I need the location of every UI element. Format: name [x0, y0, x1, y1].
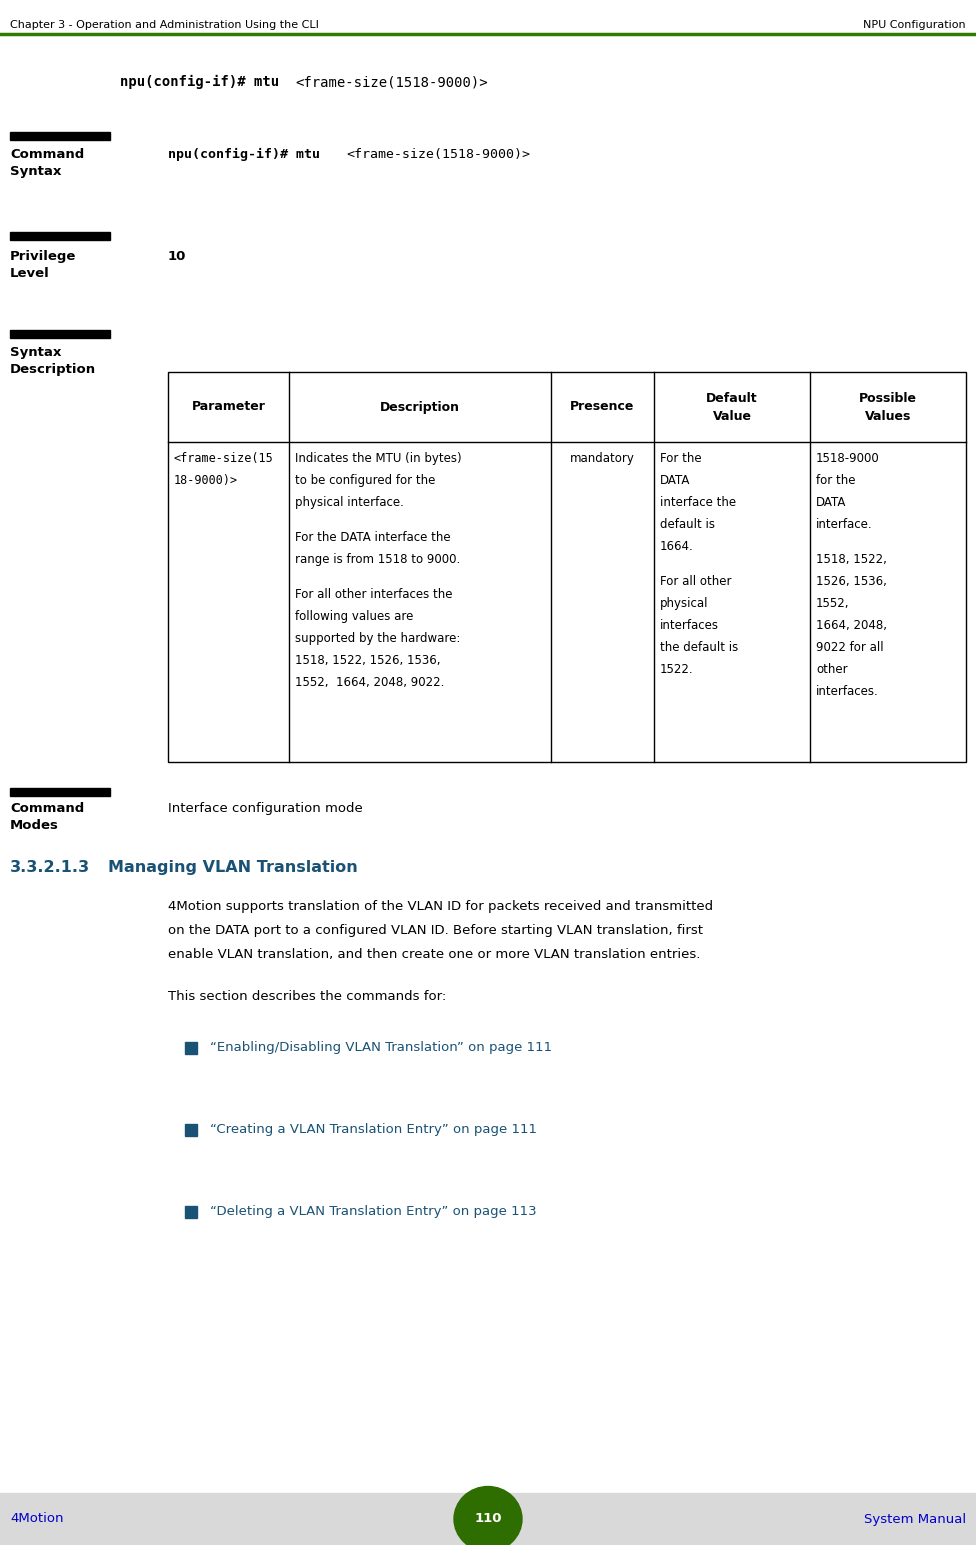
Text: <frame-size(1518-9000)>: <frame-size(1518-9000)> [346, 148, 530, 161]
Bar [185, 1207, 197, 1217]
Text: physical interface.: physical interface. [295, 496, 404, 508]
Text: DATA: DATA [660, 474, 690, 487]
Text: For the DATA interface the: For the DATA interface the [295, 531, 451, 544]
Text: 9022 for all: 9022 for all [816, 641, 883, 654]
Bar [185, 1041, 197, 1054]
Text: Parameter: Parameter [191, 400, 265, 414]
Text: 1552,  1664, 2048, 9022.: 1552, 1664, 2048, 9022. [295, 677, 444, 689]
Text: DATA: DATA [816, 496, 846, 508]
Text: This section describes the commands for:: This section describes the commands for: [168, 990, 446, 1003]
Text: physical: physical [660, 598, 709, 610]
Text: System Manual: System Manual [864, 1513, 966, 1525]
Text: supported by the hardware:: supported by the hardware: [295, 632, 461, 646]
Text: “Deleting a VLAN Translation Entry” on page 113: “Deleting a VLAN Translation Entry” on p… [210, 1205, 537, 1219]
Text: “Enabling/Disabling VLAN Translation” on page 111: “Enabling/Disabling VLAN Translation” on… [210, 1041, 552, 1055]
Text: 18-9000)>: 18-9000)> [174, 474, 238, 487]
Text: Privilege
Level: Privilege Level [10, 250, 76, 280]
Text: enable VLAN translation, and then create one or more VLAN translation entries.: enable VLAN translation, and then create… [168, 949, 701, 961]
Text: mandatory: mandatory [570, 453, 635, 465]
Text: npu(config-if)# mtu: npu(config-if)# mtu [120, 76, 288, 90]
Text: 1518-9000: 1518-9000 [816, 453, 879, 465]
Text: For the: For the [660, 453, 702, 465]
Text: range is from 1518 to 9000.: range is from 1518 to 9000. [295, 553, 461, 565]
Text: to be configured for the: to be configured for the [295, 474, 435, 487]
Text: other: other [816, 663, 847, 677]
Text: 4Motion: 4Motion [10, 1513, 63, 1525]
Text: 1552,: 1552, [816, 598, 849, 610]
Text: interfaces: interfaces [660, 620, 719, 632]
Text: <frame-size(1518-9000)>: <frame-size(1518-9000)> [295, 76, 488, 90]
Text: 3.3.2.1.3: 3.3.2.1.3 [10, 861, 90, 874]
Text: NPU Configuration: NPU Configuration [864, 20, 966, 29]
Text: following values are: following values are [295, 610, 414, 623]
Text: default is: default is [660, 518, 715, 531]
Text: Command
Modes: Command Modes [10, 802, 84, 833]
Bar [10, 131, 110, 141]
Text: 1522.: 1522. [660, 663, 694, 677]
Text: 1664.: 1664. [660, 541, 694, 553]
Text: Default
Value: Default Value [707, 391, 757, 422]
Text: Presence: Presence [570, 400, 634, 414]
Text: For all other: For all other [660, 575, 731, 589]
Text: on the DATA port to a configured VLAN ID. Before starting VLAN translation, firs: on the DATA port to a configured VLAN ID… [168, 924, 703, 936]
Bar [10, 232, 110, 239]
Ellipse shape [454, 1486, 522, 1545]
Text: interface.: interface. [816, 518, 873, 531]
Text: npu(config-if)# mtu: npu(config-if)# mtu [168, 148, 328, 161]
Text: 110: 110 [474, 1513, 502, 1525]
Text: Indicates the MTU (in bytes): Indicates the MTU (in bytes) [295, 453, 462, 465]
Text: interface the: interface the [660, 496, 736, 508]
Text: Possible
Values: Possible Values [859, 391, 917, 422]
Bar [10, 788, 110, 796]
Text: Description: Description [380, 400, 460, 414]
Text: Chapter 3 - Operation and Administration Using the CLI: Chapter 3 - Operation and Administration… [10, 20, 319, 29]
Text: 1518, 1522, 1526, 1536,: 1518, 1522, 1526, 1536, [295, 655, 440, 667]
Text: 10: 10 [168, 250, 186, 263]
Bar [0, 1492, 976, 1545]
Text: <frame-size(15: <frame-size(15 [174, 453, 273, 465]
Text: 1664, 2048,: 1664, 2048, [816, 620, 887, 632]
Text: Managing VLAN Translation: Managing VLAN Translation [108, 861, 358, 874]
Text: interfaces.: interfaces. [816, 684, 878, 698]
Text: 4Motion supports translation of the VLAN ID for packets received and transmitted: 4Motion supports translation of the VLAN… [168, 901, 713, 913]
Bar [168, 372, 966, 762]
Text: “Creating a VLAN Translation Entry” on page 111: “Creating a VLAN Translation Entry” on p… [210, 1123, 537, 1137]
Bar [185, 1125, 197, 1136]
Bar [10, 331, 110, 338]
Text: Syntax
Description: Syntax Description [10, 346, 96, 375]
Text: Command
Syntax: Command Syntax [10, 148, 84, 178]
Text: 1526, 1536,: 1526, 1536, [816, 575, 887, 589]
Text: for the: for the [816, 474, 856, 487]
Text: Interface configuration mode: Interface configuration mode [168, 802, 363, 816]
Text: the default is: the default is [660, 641, 738, 654]
Text: For all other interfaces the: For all other interfaces the [295, 589, 453, 601]
Text: 1518, 1522,: 1518, 1522, [816, 553, 887, 565]
